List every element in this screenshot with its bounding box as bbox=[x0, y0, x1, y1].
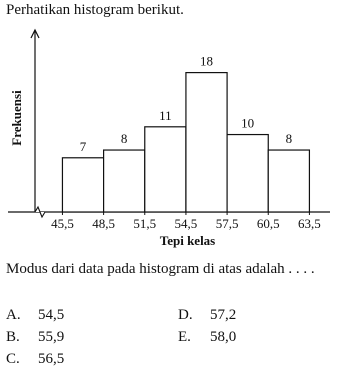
histogram: Frekuensi Tepi kelas 45,5 48,5 51,5 54,5 57,5 6… bbox=[8, 28, 330, 248]
value-label: 8 bbox=[121, 131, 128, 146]
option-letter: B. bbox=[6, 329, 20, 345]
option-text: 54,5 bbox=[38, 307, 65, 323]
axis-break bbox=[34, 205, 46, 219]
x-axis-label: Tepi kelas bbox=[160, 233, 216, 248]
x-tick-label: 45,5 bbox=[51, 216, 74, 231]
bar bbox=[103, 149, 146, 213]
x-tick-label: 60,5 bbox=[257, 216, 280, 231]
bar bbox=[61, 157, 105, 213]
intro: Perhatikan histogram berikut. bbox=[6, 2, 184, 18]
bar bbox=[267, 149, 311, 213]
value-label: 10 bbox=[241, 116, 254, 131]
question: Modus dari data pada histogram di atas a… bbox=[6, 261, 315, 277]
x-tick-label: 57,5 bbox=[216, 216, 239, 231]
option-letter: C. bbox=[6, 351, 20, 367]
bar bbox=[144, 126, 187, 213]
bar bbox=[226, 133, 269, 213]
option-letter: A. bbox=[6, 307, 21, 323]
option-text: 58,0 bbox=[210, 329, 237, 345]
value-label: 11 bbox=[159, 108, 172, 123]
x-tick-label: 48,5 bbox=[92, 216, 115, 231]
option-text: 57,2 bbox=[210, 307, 237, 323]
bar bbox=[185, 71, 228, 213]
x-tick-label: 63,5 bbox=[298, 216, 321, 231]
y-axis-arrow bbox=[30, 28, 40, 39]
x-tick-label: 54,5 bbox=[175, 216, 198, 231]
option-text: 55,9 bbox=[38, 329, 65, 345]
y-axis-label: Frekuensi bbox=[9, 90, 24, 146]
value-label: 8 bbox=[286, 131, 293, 146]
option-letter: E. bbox=[178, 329, 191, 345]
x-tick-label: 51,5 bbox=[133, 216, 156, 231]
value-label: 18 bbox=[200, 54, 213, 69]
option-text: 56,5 bbox=[38, 351, 65, 367]
option-letter: D. bbox=[178, 307, 193, 323]
value-label: 7 bbox=[80, 139, 87, 154]
